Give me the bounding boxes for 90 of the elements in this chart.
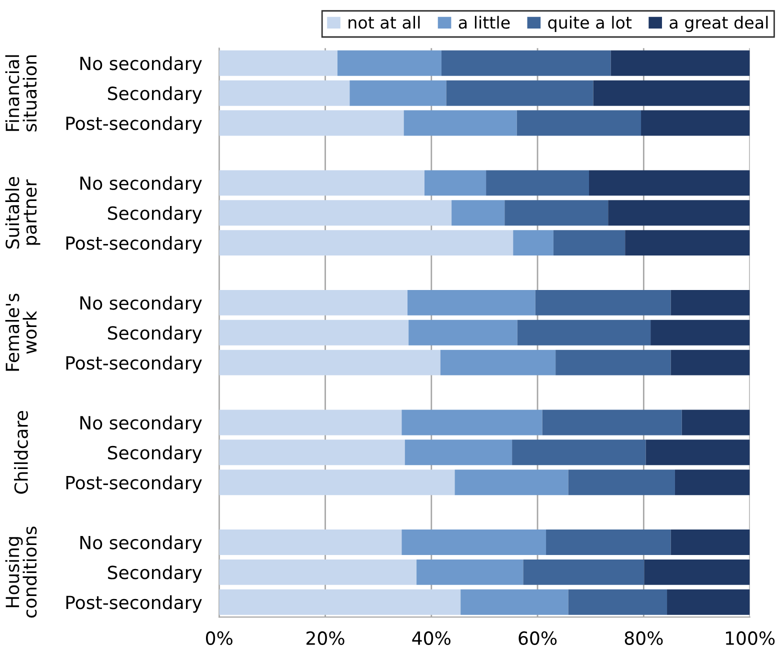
bar xyxy=(670,350,750,376)
bar xyxy=(404,110,517,136)
x-tick-label: 60% xyxy=(518,631,557,645)
x-tick-label: 0% xyxy=(206,631,232,645)
x-tick-label: 100% xyxy=(726,631,775,645)
text: Suitable partner xyxy=(5,177,40,249)
bar xyxy=(486,170,590,196)
bar xyxy=(402,530,546,555)
bar xyxy=(452,200,505,226)
y-tick-label: Post-secondary xyxy=(66,475,202,493)
text: Childcare xyxy=(14,411,28,494)
legend-label: not at all xyxy=(348,16,420,29)
x-tick-label: 40% xyxy=(412,631,450,645)
bar xyxy=(219,559,417,585)
bar xyxy=(416,559,524,585)
bar xyxy=(402,410,542,436)
bar xyxy=(535,290,671,316)
y-tick-label: Secondary xyxy=(108,326,202,344)
y-tick-label: No secondary xyxy=(80,535,202,553)
y-tick-label: No secondary xyxy=(80,296,202,314)
y-tick-label: No secondary xyxy=(80,56,202,74)
bar xyxy=(219,50,338,76)
y-tick-label: Secondary xyxy=(108,206,202,224)
bar xyxy=(593,80,750,106)
bar xyxy=(546,530,671,555)
bar xyxy=(523,559,644,585)
x-tick-label: 20% xyxy=(306,631,344,645)
bar xyxy=(219,530,402,555)
bar xyxy=(667,589,750,615)
bar xyxy=(641,110,750,136)
bar xyxy=(219,290,408,316)
bar xyxy=(646,440,750,466)
y-tick-label: Post-secondary xyxy=(66,356,202,374)
bar xyxy=(446,80,594,106)
bar xyxy=(674,470,750,496)
bar xyxy=(644,559,750,585)
bar xyxy=(441,50,611,76)
bar xyxy=(350,80,446,106)
bar xyxy=(516,110,642,136)
bar xyxy=(454,470,568,496)
bar xyxy=(568,589,668,615)
y-tick-label: Secondary xyxy=(108,565,202,583)
bar xyxy=(513,230,554,256)
bar xyxy=(670,290,750,316)
bar xyxy=(440,350,556,376)
bar xyxy=(219,320,409,346)
bar xyxy=(589,170,750,196)
y-tick-label: Secondary xyxy=(108,446,202,464)
text: Female's work xyxy=(5,294,37,371)
bar xyxy=(337,50,442,76)
y-tick-label: No secondary xyxy=(80,176,202,194)
bar xyxy=(542,410,682,436)
y-tick-label: Secondary xyxy=(108,86,202,104)
text: Financial situation xyxy=(5,55,37,132)
bar xyxy=(219,350,440,376)
y-tick-label: Post-secondary xyxy=(66,236,202,254)
bar xyxy=(504,200,608,226)
bar xyxy=(219,410,402,436)
bar xyxy=(568,470,675,496)
legend-label: a little xyxy=(458,16,510,29)
bar xyxy=(219,230,514,256)
bar xyxy=(650,320,750,346)
bar xyxy=(682,410,750,436)
bar xyxy=(460,589,568,615)
bar xyxy=(219,589,461,615)
bar xyxy=(512,440,646,466)
bar xyxy=(219,470,455,496)
bar xyxy=(408,290,536,316)
bar xyxy=(424,170,486,196)
text: Housing conditions xyxy=(5,526,37,618)
bar xyxy=(608,200,750,226)
legend-label: quite a lot xyxy=(548,16,632,32)
bar xyxy=(219,80,350,106)
bar xyxy=(219,110,404,136)
legend-label: a great deal xyxy=(670,16,768,32)
y-tick-label: Post-secondary xyxy=(66,116,202,134)
bar xyxy=(404,440,512,466)
bar xyxy=(625,230,750,256)
y-tick-label: No secondary xyxy=(80,416,202,434)
bar xyxy=(670,530,750,555)
bar xyxy=(610,50,750,76)
x-tick-label: 80% xyxy=(624,631,663,645)
bar xyxy=(517,320,651,346)
bar xyxy=(553,230,626,256)
bar xyxy=(219,170,424,196)
y-tick-label: Post-secondary xyxy=(66,595,202,613)
bar xyxy=(219,200,452,226)
bar xyxy=(556,350,671,376)
bar xyxy=(219,440,405,466)
bar xyxy=(408,320,518,346)
